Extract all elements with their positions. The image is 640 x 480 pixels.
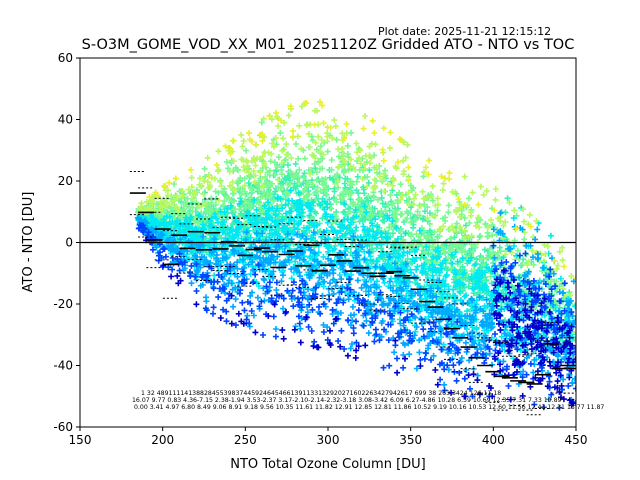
- x-tick-label: 300: [317, 433, 340, 447]
- x-tick-label: 350: [399, 433, 422, 447]
- y-axis-label: ATO - NTO [DU]: [21, 192, 36, 293]
- y-axis: -60 -40 -20 0 20 40 60: [53, 51, 80, 434]
- y-tick-label: 20: [58, 174, 73, 188]
- y-tick-label: 0: [65, 236, 73, 250]
- bin-statistics: 1 32 48911114138828455398374459246454661…: [132, 390, 604, 411]
- scatter-series: [143, 237, 576, 409]
- x-tick-label: 250: [234, 433, 257, 447]
- y-tick-label: -60: [53, 420, 73, 434]
- y-tick-label: -20: [53, 297, 73, 311]
- chart-title: S-O3M_GOME_VOD_XX_M01_20251120Z Gridded …: [82, 37, 575, 53]
- plot-date: Plot date: 2025-11-21 12:15:12: [378, 25, 551, 38]
- y-tick-label: 40: [58, 113, 73, 127]
- x-axis: 150 200 250 300 350 400 450: [69, 427, 588, 447]
- x-tick-label: 450: [565, 433, 588, 447]
- bin-means: [129, 171, 576, 416]
- scatter-series: [146, 98, 576, 282]
- y-tick-label: 60: [58, 51, 73, 65]
- bin-std-label: 0.00 3.41 4.97 6.80 8.49 9.06 8.91 9.18 …: [134, 404, 604, 411]
- x-tick-label: 150: [69, 433, 92, 447]
- x-tick-label: 400: [482, 433, 505, 447]
- bin-counts: 1 32 48911114138828455398374459246454661…: [141, 390, 501, 397]
- x-axis-label: NTO Total Ozone Column [DU]: [230, 457, 426, 472]
- bin-means-label: 16.07 9.77 0.83 4.36-7.15 2.38-1.94 3.53…: [132, 397, 562, 404]
- scatter-points: [134, 98, 576, 411]
- y-tick-label: -40: [53, 359, 73, 373]
- x-tick-label: 200: [151, 433, 174, 447]
